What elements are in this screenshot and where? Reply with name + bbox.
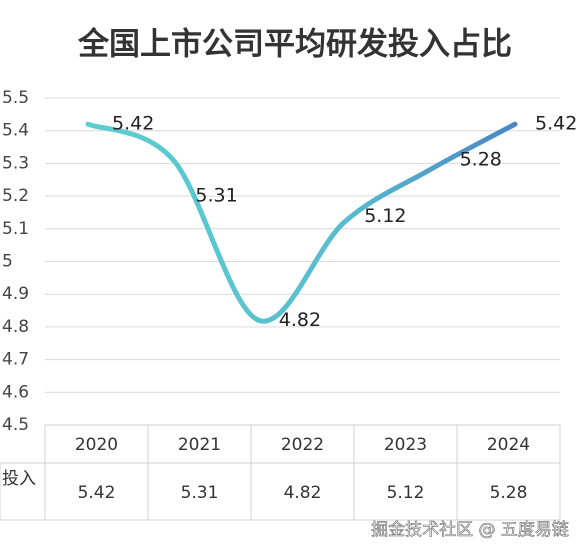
table-cell: 5.31	[181, 483, 219, 503]
x-tick-label: 2022	[281, 435, 324, 455]
table-cell: 5.12	[387, 483, 425, 503]
row-label: 投入	[2, 469, 36, 489]
data-label: 4.82	[279, 309, 321, 331]
chart-title: 全国上市公司平均研发投入占比	[77, 27, 512, 63]
x-tick-label: 2024	[487, 435, 530, 455]
y-tick-label: 4.5	[2, 415, 29, 435]
table-cell: 4.82	[284, 483, 322, 503]
x-tick-label: 2023	[384, 435, 427, 455]
y-tick-label: 5.2	[2, 186, 29, 206]
y-tick-label: 5.4	[2, 121, 29, 141]
y-tick-label: 5.3	[2, 153, 29, 173]
data-label: 5.42	[112, 113, 154, 135]
y-tick-label: 4.9	[2, 284, 29, 304]
line	[85, 121, 518, 324]
y-tick-label: 5	[2, 252, 13, 272]
y-tick-label: 4.6	[2, 382, 29, 402]
data-label: 5.42	[535, 113, 577, 135]
y-tick-label: 4.8	[2, 317, 29, 337]
table-cell: 5.28	[490, 483, 528, 503]
data-label: 5.31	[195, 185, 237, 207]
y-tick-label: 5.5	[2, 88, 29, 108]
data-label: 5.28	[460, 148, 502, 170]
watermark: 掘金技术社区 @ 五度易链	[371, 520, 569, 540]
x-tick-label: 2021	[178, 435, 221, 455]
data-label: 5.12	[364, 205, 406, 227]
x-tick-label: 2020	[75, 435, 118, 455]
y-tick-label: 4.7	[2, 350, 29, 370]
table-cell: 5.42	[78, 483, 116, 503]
y-tick-label: 5.1	[2, 219, 29, 239]
